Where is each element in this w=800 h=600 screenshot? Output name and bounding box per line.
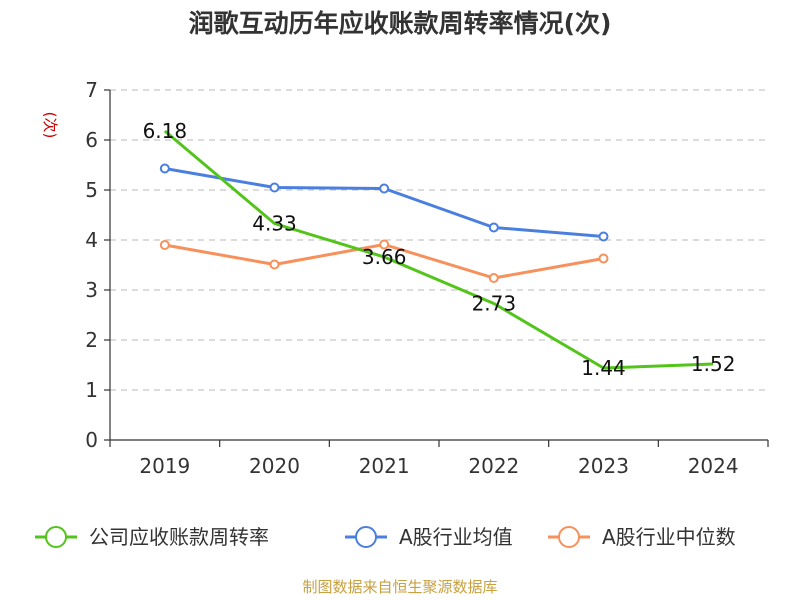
axes: 0 1 2 3 4 5 6 7 2019 2020 2021 2022 2023 2024 [85, 78, 769, 478]
x-tick-label: 2019 [139, 454, 190, 478]
data-label: 1.44 [581, 356, 626, 380]
legend: 公司应收账款周转率 A股行业均值 A股行业中位数 [35, 525, 736, 549]
series-line [163, 129, 714, 370]
data-point [269, 259, 280, 270]
data-point [379, 239, 390, 250]
data-point [598, 231, 609, 242]
y-tick-label: 7 [85, 78, 98, 102]
y-tick-label: 1 [85, 378, 98, 402]
data-label: 6.18 [143, 119, 188, 143]
y-axis-label: (次) [41, 112, 59, 139]
data-point [488, 222, 499, 233]
data-point [379, 183, 390, 194]
data-point [159, 240, 170, 250]
y-tick-label: 0 [85, 428, 98, 452]
legend-swatch-marker [355, 526, 377, 548]
data-point [269, 182, 280, 193]
data-label: 1.52 [691, 352, 736, 376]
x-tick-label: 2023 [578, 454, 629, 478]
y-tick-label: 2 [85, 328, 98, 352]
legend-label: 公司应收账款周转率 [89, 525, 269, 549]
data-label: 3.66 [362, 245, 407, 269]
data-labels: 6.18 4.33 3.66 2.73 1.44 1.52 [143, 119, 736, 380]
y-tick-label: 6 [85, 128, 98, 152]
data-point [159, 163, 170, 174]
x-tick-label: 2020 [249, 454, 300, 478]
series-line [164, 167, 604, 238]
x-tick-label: 2022 [468, 454, 519, 478]
y-tick-label: 4 [85, 228, 98, 252]
y-tick-label: 3 [85, 278, 98, 302]
data-point [488, 273, 499, 283]
series-layer [159, 129, 714, 370]
x-tick-label: 2021 [359, 454, 410, 478]
data-label: 4.33 [252, 212, 297, 236]
legend-label: A股行业均值 [399, 525, 513, 549]
data-point [598, 253, 609, 264]
legend-label: A股行业中位数 [602, 525, 736, 549]
grid [110, 89, 768, 391]
data-label: 2.73 [472, 292, 517, 316]
x-tick-label: 2024 [688, 454, 739, 478]
legend-swatch-marker [558, 526, 580, 548]
y-tick-label: 5 [85, 178, 98, 202]
legend-swatch-marker [45, 526, 67, 548]
source-note: 制图数据来自恒生聚源数据库 [302, 578, 497, 596]
chart-title: 润歌互动历年应收账款周转率情况(次) [189, 9, 612, 38]
